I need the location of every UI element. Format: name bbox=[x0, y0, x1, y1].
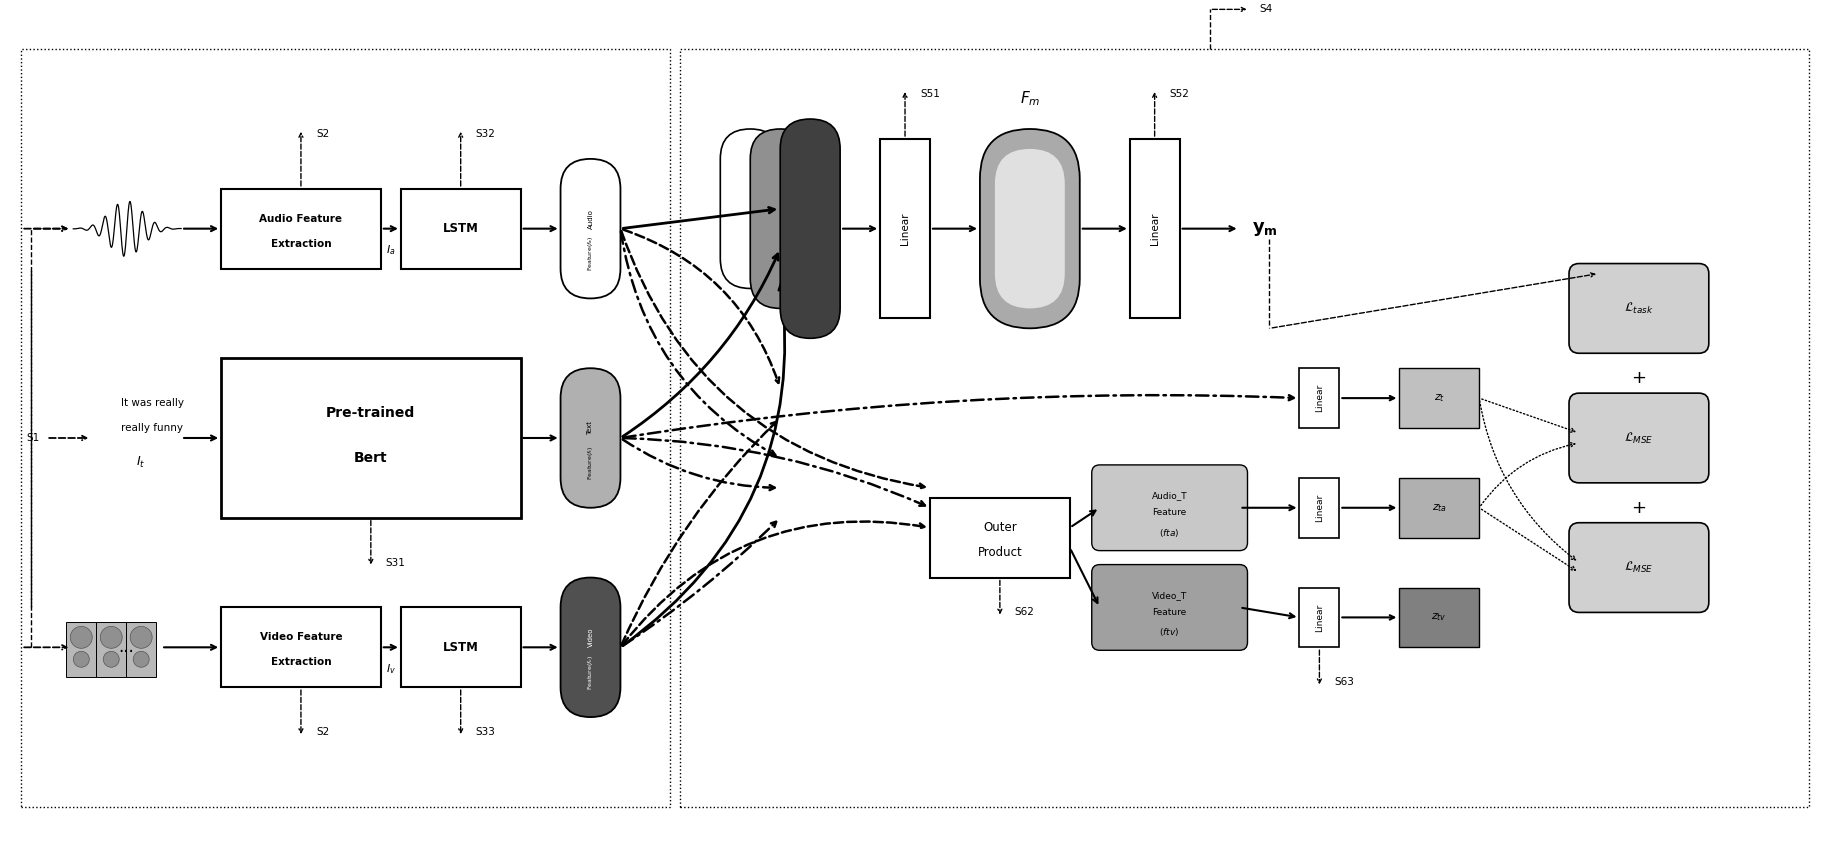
Text: Linear: Linear bbox=[1315, 494, 1324, 522]
Text: $\mathit{(fta)}$: $\mathit{(fta)}$ bbox=[1160, 527, 1180, 539]
Text: S51: S51 bbox=[920, 89, 940, 99]
Text: $\mathcal{L}_{MSE}$: $\mathcal{L}_{MSE}$ bbox=[1625, 560, 1654, 575]
Bar bbox=[221, 188, 382, 268]
Text: $z_t$: $z_t$ bbox=[1433, 392, 1446, 404]
Text: Feature: Feature bbox=[1152, 608, 1188, 617]
FancyBboxPatch shape bbox=[561, 159, 620, 299]
Circle shape bbox=[100, 627, 122, 648]
Text: $\mathit{(ftv)}$: $\mathit{(ftv)}$ bbox=[1160, 627, 1180, 638]
Circle shape bbox=[103, 651, 120, 667]
Text: really funny: really funny bbox=[122, 423, 183, 433]
FancyBboxPatch shape bbox=[1569, 264, 1709, 353]
Circle shape bbox=[131, 627, 153, 648]
Text: $\mathit{F_m}$: $\mathit{F_m}$ bbox=[1020, 89, 1040, 108]
Bar bbox=[880, 139, 929, 319]
Text: S33: S33 bbox=[476, 727, 496, 737]
Bar bbox=[400, 608, 520, 687]
Text: S2: S2 bbox=[315, 727, 330, 737]
Bar bbox=[22, 49, 671, 806]
Text: Audio: Audio bbox=[588, 208, 594, 228]
Text: S2: S2 bbox=[315, 129, 330, 139]
Text: It was really: It was really bbox=[122, 398, 184, 408]
Text: Outer: Outer bbox=[983, 521, 1016, 534]
Text: +: + bbox=[1632, 499, 1647, 516]
Text: LSTM: LSTM bbox=[443, 222, 479, 235]
Text: $z_{ta}$: $z_{ta}$ bbox=[1431, 502, 1448, 514]
FancyBboxPatch shape bbox=[979, 129, 1081, 328]
Bar bbox=[680, 49, 1809, 806]
Bar bbox=[66, 622, 96, 677]
Bar bbox=[929, 497, 1070, 577]
Text: Feature$(f_v)$: Feature$(f_v)$ bbox=[586, 654, 596, 690]
Text: S63: S63 bbox=[1335, 677, 1353, 687]
Text: Video Feature: Video Feature bbox=[260, 633, 343, 642]
Text: S62: S62 bbox=[1014, 608, 1034, 617]
Text: Bert: Bert bbox=[354, 450, 387, 465]
Text: $\mathcal{L}_{task}$: $\mathcal{L}_{task}$ bbox=[1625, 301, 1654, 316]
Bar bbox=[221, 608, 382, 687]
Text: +: + bbox=[1632, 369, 1647, 387]
Text: Text: Text bbox=[588, 421, 594, 435]
Text: Feature: Feature bbox=[1152, 509, 1188, 517]
Bar bbox=[1300, 368, 1339, 428]
FancyBboxPatch shape bbox=[1569, 523, 1709, 613]
Text: Audio Feature: Audio Feature bbox=[260, 214, 343, 224]
Text: LSTM: LSTM bbox=[443, 641, 479, 654]
Text: Linear: Linear bbox=[1315, 603, 1324, 632]
Text: S52: S52 bbox=[1169, 89, 1189, 99]
Text: $\mathcal{L}_{MSE}$: $\mathcal{L}_{MSE}$ bbox=[1625, 431, 1654, 445]
FancyBboxPatch shape bbox=[780, 119, 841, 339]
Text: Extraction: Extraction bbox=[271, 239, 332, 248]
Bar bbox=[221, 358, 520, 517]
Circle shape bbox=[133, 651, 149, 667]
Bar bbox=[1300, 478, 1339, 537]
FancyBboxPatch shape bbox=[1569, 393, 1709, 483]
Bar bbox=[1400, 478, 1479, 537]
Text: Linear: Linear bbox=[1315, 384, 1324, 412]
Text: S31: S31 bbox=[385, 557, 406, 568]
Text: Pre-trained: Pre-trained bbox=[326, 406, 415, 420]
Text: Feature$(f_a)$: Feature$(f_a)$ bbox=[586, 236, 596, 272]
Text: Extraction: Extraction bbox=[271, 657, 332, 667]
Bar bbox=[1400, 368, 1479, 428]
Text: $I_v$: $I_v$ bbox=[385, 662, 396, 676]
Text: ...: ... bbox=[118, 638, 135, 656]
Text: Audio_T: Audio_T bbox=[1152, 491, 1188, 500]
Text: S32: S32 bbox=[476, 129, 496, 139]
Bar bbox=[96, 622, 125, 677]
FancyBboxPatch shape bbox=[1092, 465, 1248, 550]
Text: Video: Video bbox=[588, 628, 594, 648]
Bar bbox=[1400, 588, 1479, 648]
Text: $I_a$: $I_a$ bbox=[385, 244, 396, 258]
FancyBboxPatch shape bbox=[721, 129, 780, 288]
FancyBboxPatch shape bbox=[751, 129, 810, 308]
Text: S4: S4 bbox=[1259, 4, 1272, 15]
Text: Linear: Linear bbox=[1149, 213, 1160, 245]
Text: Product: Product bbox=[977, 546, 1022, 559]
Text: $z_{tv}$: $z_{tv}$ bbox=[1431, 612, 1448, 623]
Text: Feature$(f_t)$: Feature$(f_t)$ bbox=[586, 445, 596, 480]
Bar bbox=[1130, 139, 1180, 319]
Text: $\mathit{I_t}$: $\mathit{I_t}$ bbox=[136, 456, 146, 470]
Circle shape bbox=[70, 627, 92, 648]
FancyBboxPatch shape bbox=[1092, 564, 1248, 650]
Circle shape bbox=[74, 651, 89, 667]
Bar bbox=[1300, 588, 1339, 648]
Bar bbox=[400, 188, 520, 268]
FancyBboxPatch shape bbox=[561, 577, 620, 717]
Text: Linear: Linear bbox=[900, 213, 911, 245]
FancyBboxPatch shape bbox=[996, 149, 1064, 308]
Text: Video_T: Video_T bbox=[1152, 591, 1188, 600]
Text: S1: S1 bbox=[26, 433, 39, 443]
FancyBboxPatch shape bbox=[561, 368, 620, 508]
Bar bbox=[125, 622, 157, 677]
Text: $\mathbf{y_m}$: $\mathbf{y_m}$ bbox=[1252, 220, 1278, 238]
